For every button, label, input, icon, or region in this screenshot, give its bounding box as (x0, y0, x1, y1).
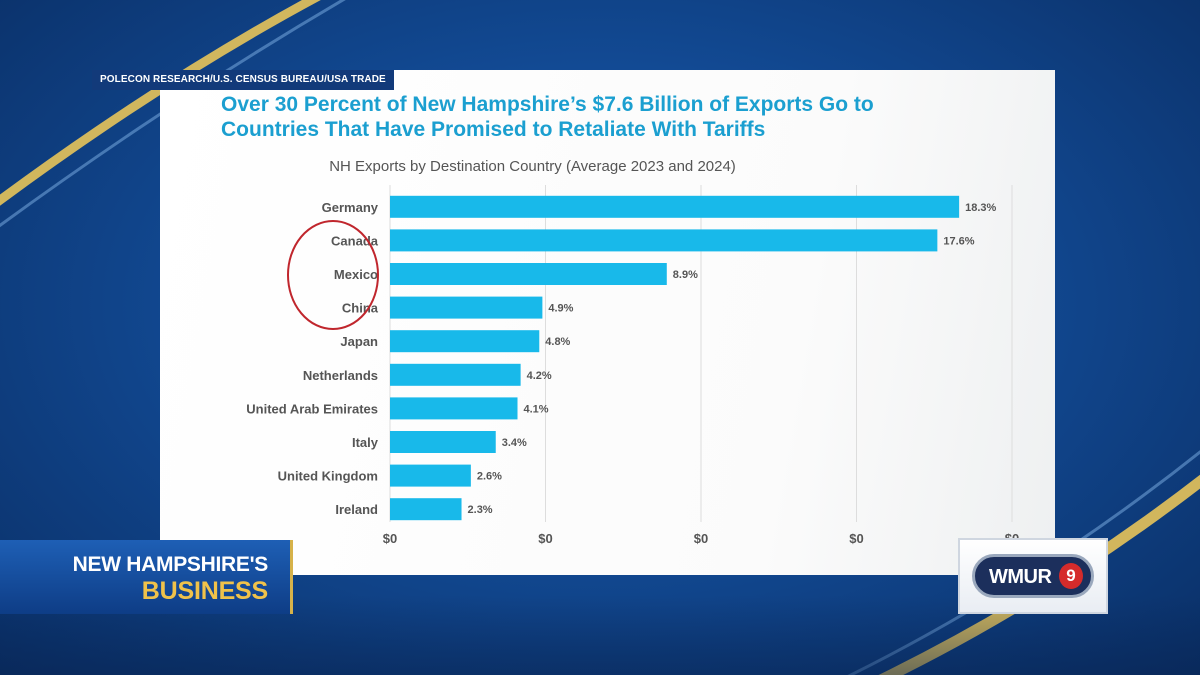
category-label: United Kingdom (278, 469, 378, 484)
bar (390, 330, 540, 353)
category-label: United Arab Emirates (246, 401, 378, 416)
bar (390, 229, 938, 252)
bar (390, 363, 521, 386)
bar (390, 263, 667, 285)
data-label: 2.3% (468, 504, 493, 516)
station-logo-text: WMUR (989, 566, 1052, 588)
data-label: 18.3% (965, 202, 996, 214)
station-logo-number: 9 (1059, 563, 1083, 589)
x-tick-label: $0 (538, 531, 552, 546)
data-label: 4.9% (548, 303, 573, 315)
category-label: Netherlands (303, 368, 378, 383)
data-label: 8.9% (673, 269, 698, 281)
x-tick-label: $0 (849, 531, 863, 546)
category-label: Italy (352, 435, 379, 450)
chart-panel (160, 70, 1055, 575)
bar (390, 195, 960, 218)
headline-line-1: Over 30 Percent of New Hampshire’s $7.6 … (221, 93, 874, 116)
data-label: 4.2% (527, 370, 552, 382)
source-label: POLECON RESEARCH/U.S. CENSUS BUREAU/USA … (92, 70, 394, 90)
chart-title: NH Exports by Destination Country (Avera… (329, 158, 736, 175)
data-label: 2.6% (477, 471, 502, 483)
category-label: Canada (331, 233, 379, 248)
bar (390, 464, 471, 487)
show-title-line-2: BUSINESS (141, 577, 268, 605)
headline: Over 30 Percent of New Hampshire’s $7.6 … (221, 92, 1001, 142)
data-label: 17.6% (943, 235, 974, 247)
category-label: China (342, 301, 379, 316)
category-label: Germany (322, 200, 379, 215)
bar (390, 498, 462, 521)
bar (390, 397, 518, 420)
data-label: 4.8% (545, 336, 570, 348)
category-label: Mexico (334, 267, 378, 282)
x-tick-label: $0 (383, 531, 397, 546)
category-label: Ireland (335, 502, 378, 517)
data-label: 3.4% (502, 437, 527, 449)
station-logo-oval: WMUR 9 (972, 554, 1094, 598)
bar (390, 296, 543, 319)
station-logo: WMUR 9 (958, 538, 1108, 614)
show-title-lower-third: NEW HAMPSHIRE'S BUSINESS (0, 540, 293, 614)
headline-line-2: Countries That Have Promised to Retaliat… (221, 118, 766, 141)
bar (390, 431, 496, 453)
show-title-line-1: NEW HAMPSHIRE'S (72, 553, 269, 576)
data-label: 4.1% (524, 403, 549, 415)
x-tick-label: $0 (694, 531, 708, 546)
category-label: Japan (340, 334, 378, 349)
